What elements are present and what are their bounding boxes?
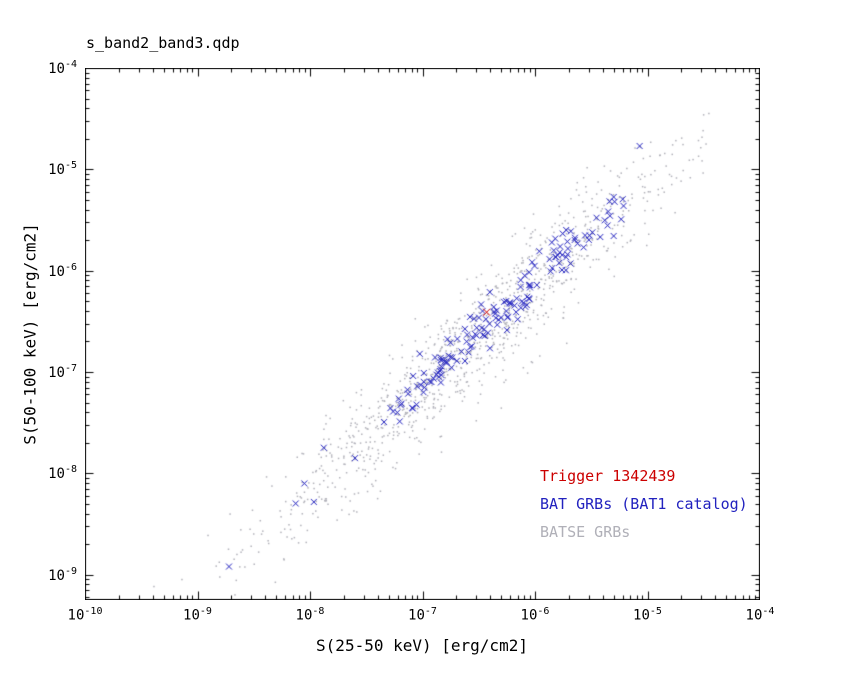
x-tick-label: 10-5 [633, 606, 662, 624]
x-tick-label: 10-8 [295, 606, 325, 624]
plot-title: s_band2_band3.qdp [86, 34, 240, 52]
legend-entry-batse-grbs: BATSE GRBs [540, 523, 631, 541]
y-axis-title: S(50-100 keV) [erg/cm2] [20, 223, 40, 445]
y-tick-label: 10-5 [48, 160, 77, 179]
scatter-plot-canvas [85, 68, 760, 600]
y-tick-label: 10-9 [48, 565, 77, 584]
x-tick-label: 10-9 [183, 606, 212, 624]
legend-entry-bat-grbs: BAT GRBs (BAT1 catalog) [540, 495, 748, 513]
plot-area [85, 68, 760, 600]
x-tick-label: 10-6 [520, 606, 550, 624]
x-tick-label: 10-7 [408, 606, 437, 624]
y-tick-label: 10-7 [48, 363, 77, 381]
y-tick-label: 10-6 [48, 261, 77, 280]
x-tick-label: 10-10 [67, 606, 103, 624]
y-tick-label: 10-4 [48, 59, 77, 77]
x-tick-label: 10-4 [745, 606, 775, 624]
y-tick-label: 10-8 [48, 464, 77, 483]
x-axis-title: S(25-50 keV) [erg/cm2] [316, 636, 528, 655]
legend-entry-trigger: Trigger 1342439 [540, 467, 676, 485]
